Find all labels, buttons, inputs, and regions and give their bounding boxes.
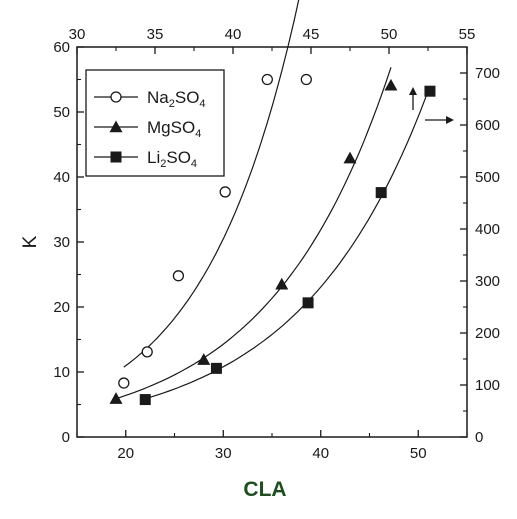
data-point-0-4 xyxy=(261,73,273,86)
data-point-1-1 xyxy=(197,353,211,365)
y-tick-label: 0 xyxy=(62,429,70,446)
fit-curve-1 xyxy=(115,67,392,400)
legend-label-2: Li2SO4 xyxy=(147,148,197,170)
x2-tick-label: 50 xyxy=(381,26,398,43)
data-point-1-3 xyxy=(343,151,357,164)
up-arrow-head xyxy=(409,87,417,95)
x2-tick-label: 30 xyxy=(69,26,86,43)
y-axis-ticks: 0 10 20 30 40 50 60 xyxy=(53,39,84,446)
data-point-2-2 xyxy=(302,297,314,309)
legend-text-part: SO xyxy=(175,88,200,107)
data-point-1-4 xyxy=(384,78,398,91)
y2-tick-label: 500 xyxy=(475,169,500,186)
y2-tick-label: 300 xyxy=(475,273,500,290)
data-point-0-2 xyxy=(172,270,185,282)
data-point-0-1 xyxy=(141,346,153,358)
x-tick-label: 50 xyxy=(410,445,427,462)
y2-tick-label: 200 xyxy=(475,325,500,342)
y-tick-label: 40 xyxy=(53,169,70,186)
x-tick-label: 20 xyxy=(117,445,134,462)
data-point-2-3 xyxy=(375,187,387,199)
legend-text-part: SO xyxy=(166,148,191,167)
fit-curve-0 xyxy=(123,0,300,368)
legend-text-part: Li xyxy=(147,148,160,167)
data-point-2-1 xyxy=(210,362,222,374)
data-point-0-0 xyxy=(118,377,130,389)
y-tick-label: 10 xyxy=(53,364,70,381)
legend-label-0: Na2SO4 xyxy=(147,88,206,110)
y2-tick-label: 0 xyxy=(475,429,483,446)
y-tick-label: 20 xyxy=(53,299,70,316)
data-point-0-3 xyxy=(219,186,231,198)
data-point-0-5 xyxy=(300,73,312,86)
y2-tick-label: 400 xyxy=(475,221,500,238)
y2-axis-ticks: 0 100 200 300 400 500 600 700 xyxy=(460,65,500,446)
direction-arrows xyxy=(409,87,454,124)
data-point-1-0 xyxy=(109,392,123,404)
x2-axis-ticks: 30 35 40 45 50 55 xyxy=(69,26,476,54)
x2-tick-label: 55 xyxy=(459,26,476,43)
legend-marker-1 xyxy=(109,120,123,133)
legend-subscript: 4 xyxy=(199,98,205,110)
y-tick-label: 30 xyxy=(53,234,70,251)
x-axis-title: CLA xyxy=(243,478,286,501)
legend-subscript: 2 xyxy=(160,158,166,170)
legend-subscript: 2 xyxy=(169,98,175,110)
legend-box xyxy=(85,69,225,177)
x2-tick-label: 40 xyxy=(225,26,242,43)
fit-curves xyxy=(115,0,431,400)
data-markers xyxy=(109,73,436,406)
y2-tick-label: 100 xyxy=(475,377,500,394)
x-tick-label: 40 xyxy=(312,445,329,462)
y2-tick-label: 700 xyxy=(475,65,500,82)
right-arrow-head xyxy=(446,116,454,124)
data-point-2-4 xyxy=(424,85,436,97)
x-tick-label: 30 xyxy=(215,445,232,462)
data-point-2-0 xyxy=(139,394,151,406)
legend-subscript: 4 xyxy=(191,158,197,170)
legend-subscript: 4 xyxy=(195,128,201,140)
legend-marker-2 xyxy=(110,151,122,163)
legend-text-part: MgSO xyxy=(147,118,195,137)
legend-text-part: Na xyxy=(147,88,169,107)
x-axis-ticks: 20 30 40 50 xyxy=(76,430,468,462)
y2-tick-label: 600 xyxy=(475,117,500,134)
x2-tick-label: 45 xyxy=(303,26,320,43)
legend-marker-0 xyxy=(110,91,122,103)
y-axis-title: K xyxy=(20,235,41,248)
y-tick-label: 60 xyxy=(53,39,70,56)
legend-label-1: MgSO4 xyxy=(147,118,201,140)
data-point-1-2 xyxy=(275,277,289,290)
y-tick-label: 50 xyxy=(53,104,70,121)
x2-tick-label: 35 xyxy=(147,26,164,43)
